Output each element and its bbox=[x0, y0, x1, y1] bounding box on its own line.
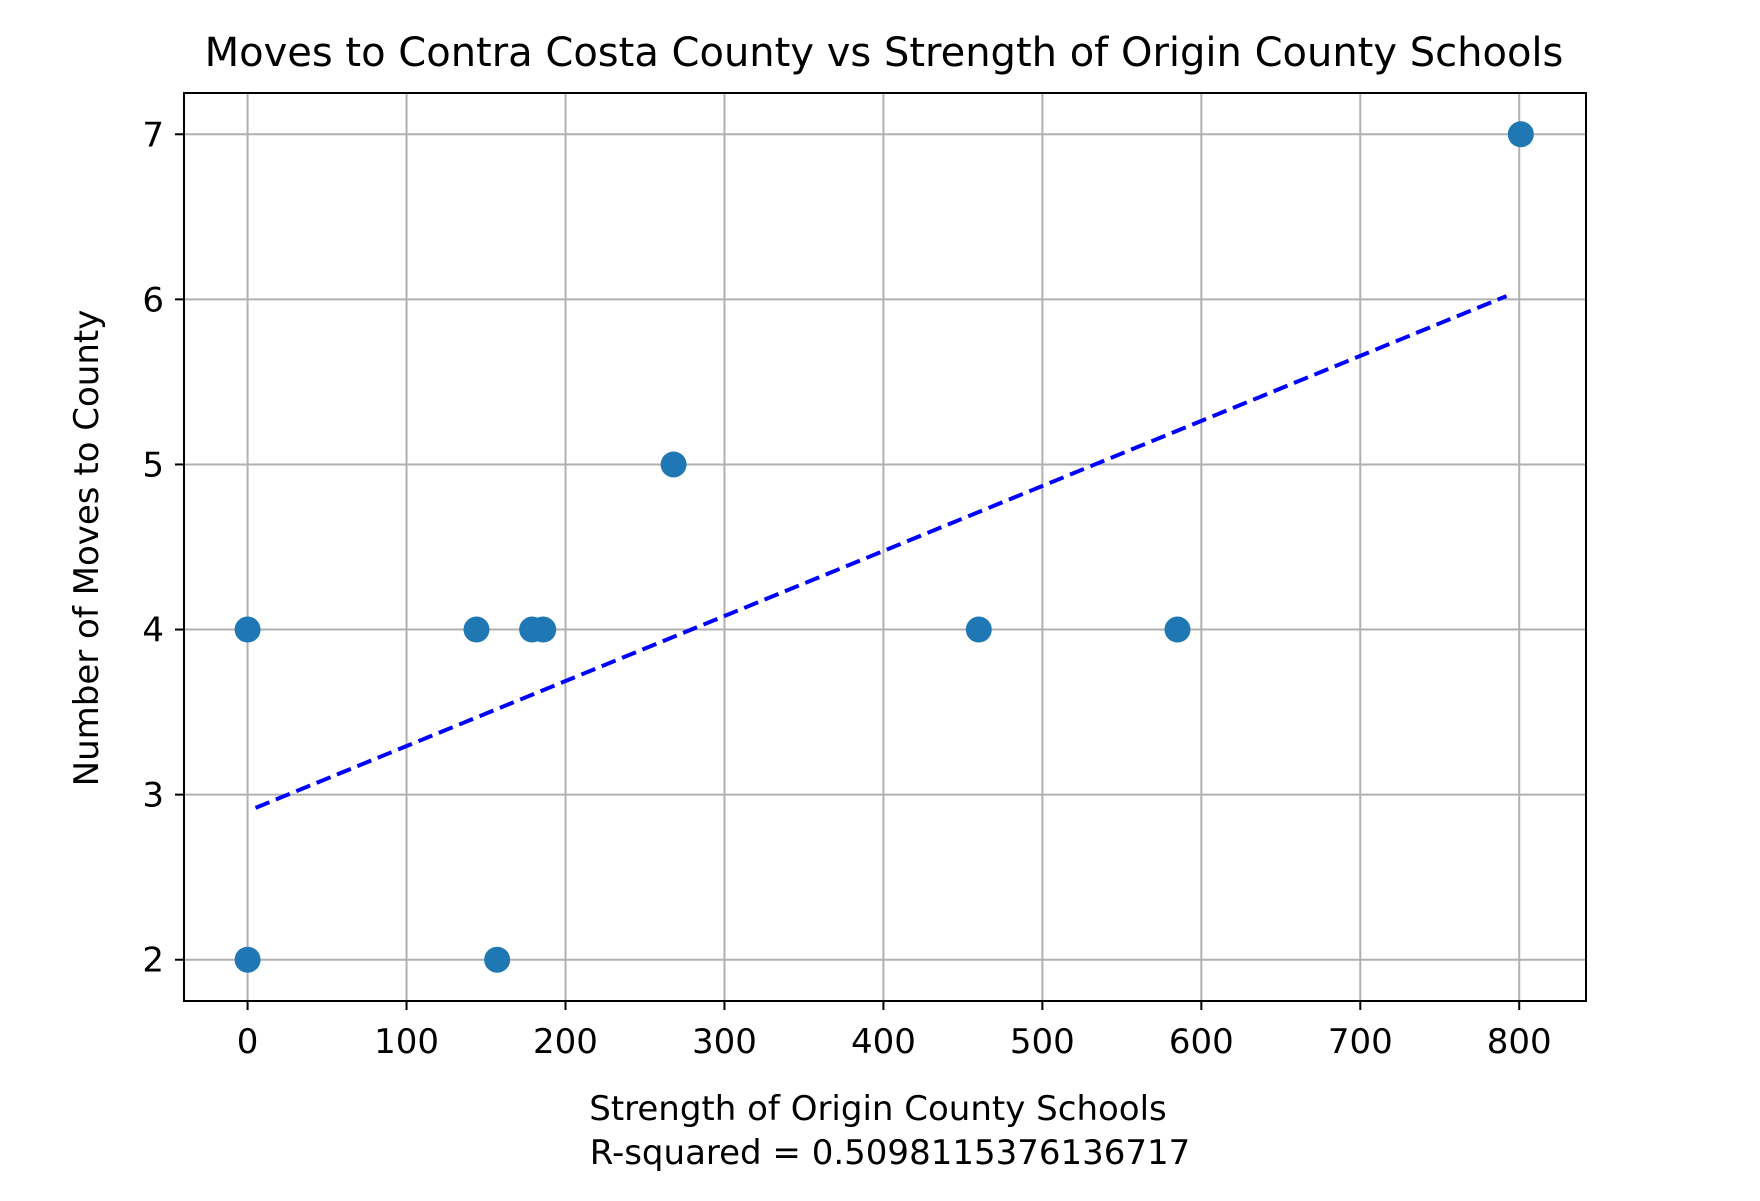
y-axis-ticks: 2 3 4 5 6 7 bbox=[142, 115, 184, 981]
data-point bbox=[463, 616, 490, 643]
trendline bbox=[254, 294, 1508, 810]
chart-title: Moves to Contra Costa County vs Strength… bbox=[205, 30, 1564, 76]
data-points bbox=[234, 121, 1534, 973]
x-tick-label: 400 bbox=[851, 1022, 916, 1062]
y-tick-label: 6 bbox=[142, 280, 164, 320]
y-tick-label: 2 bbox=[142, 941, 164, 981]
grid-lines bbox=[184, 93, 1586, 1001]
x-tick-label: 600 bbox=[1169, 1022, 1234, 1062]
trendline-group bbox=[254, 294, 1508, 810]
x-tick-label: 100 bbox=[374, 1022, 439, 1062]
x-tick-label: 700 bbox=[1328, 1022, 1393, 1062]
y-tick-label: 5 bbox=[142, 445, 164, 485]
data-point bbox=[965, 616, 992, 643]
x-tick-label: 800 bbox=[1487, 1022, 1552, 1062]
data-point bbox=[234, 946, 261, 973]
y-axis-label: Number of Moves to County bbox=[67, 310, 107, 787]
data-point bbox=[530, 616, 557, 643]
x-tick-label: 300 bbox=[692, 1022, 757, 1062]
data-point bbox=[1164, 616, 1191, 643]
x-axis-label: Strength of Origin County Schools bbox=[589, 1089, 1167, 1129]
x-axis-ticks: 0 100 200 300 400 500 600 700 800 bbox=[237, 1001, 1552, 1062]
x-tick-label: 500 bbox=[1010, 1022, 1075, 1062]
x-tick-label: 200 bbox=[533, 1022, 598, 1062]
y-tick-label: 4 bbox=[142, 611, 164, 651]
data-point bbox=[484, 946, 511, 973]
r-squared-label: R-squared = 0.5098115376136717 bbox=[590, 1133, 1191, 1173]
data-point bbox=[1507, 121, 1534, 148]
plot-frame bbox=[183, 92, 1587, 1002]
y-tick-label: 7 bbox=[142, 115, 164, 155]
y-tick-label: 3 bbox=[142, 776, 164, 816]
x-tick-label: 0 bbox=[237, 1022, 259, 1062]
data-point bbox=[660, 451, 687, 478]
data-point bbox=[234, 616, 261, 643]
